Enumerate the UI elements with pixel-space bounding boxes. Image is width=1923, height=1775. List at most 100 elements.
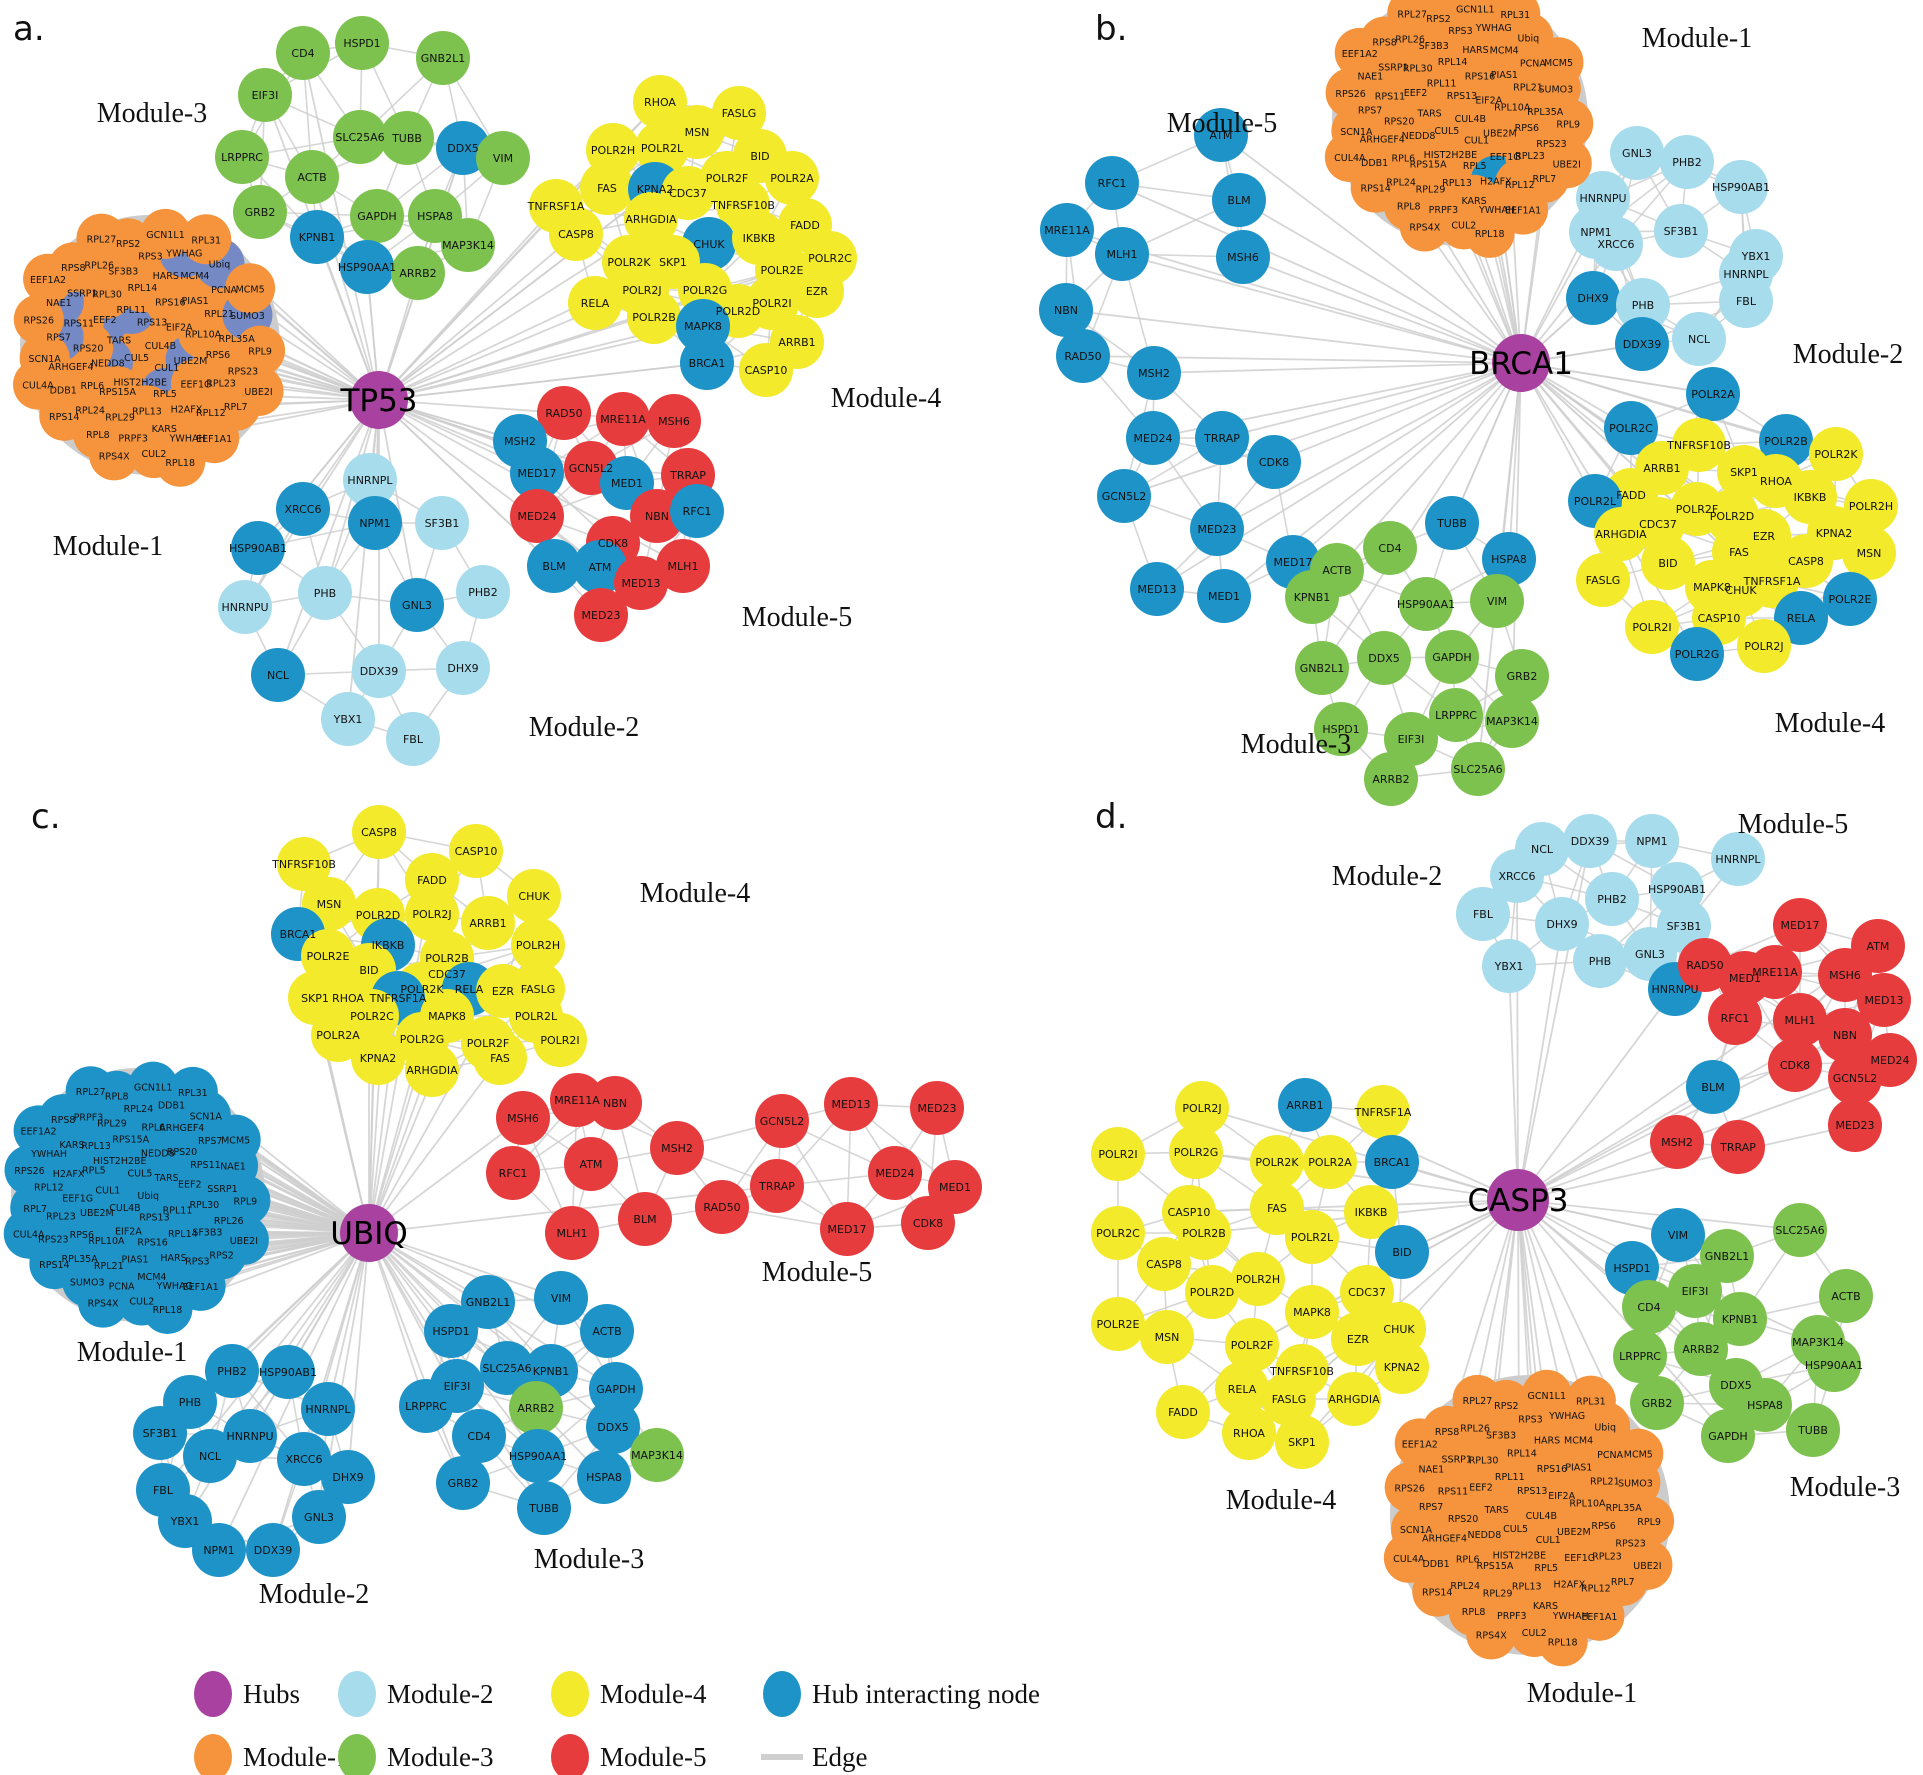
- node-label-eef2: EEF2: [1469, 1483, 1493, 1494]
- node-ezr: [790, 264, 844, 318]
- node-label-cdk8: CDK8: [913, 1217, 943, 1230]
- node-label-polr2i: POLR2I: [540, 1034, 579, 1047]
- node-label-cul2: CUL2: [129, 1296, 154, 1307]
- node-label-hspa8: HSPA8: [417, 210, 453, 223]
- node-phb2: [456, 565, 510, 619]
- node-label-arrb2: ARRB2: [399, 267, 436, 280]
- node-label-nae1: NAE1: [220, 1162, 246, 1173]
- node-label-ddx39: DDX39: [1571, 835, 1609, 848]
- node-label-med23: MED23: [1198, 523, 1237, 536]
- node-label-chuk: CHUK: [693, 238, 725, 251]
- node-grb2: [1630, 1376, 1684, 1430]
- node-label-med1: MED1: [939, 1181, 971, 1194]
- node-label-rpl9: RPL9: [234, 1196, 258, 1207]
- node-label-arrb1: ARRB1: [778, 336, 815, 349]
- node-label-mre11a: MRE11A: [554, 1094, 600, 1107]
- node-label-cul4a: CUL4A: [22, 381, 54, 392]
- node-sf3b1: [415, 496, 469, 550]
- node-label-rfc1: RFC1: [1721, 1012, 1750, 1025]
- node-ddx5: [586, 1400, 640, 1454]
- node-grb2: [1495, 649, 1549, 703]
- node-label-kpnb1: KPNB1: [1722, 1313, 1759, 1326]
- node-label-rpl12: RPL12: [196, 408, 226, 419]
- node-label-rpl26: RPL26: [84, 260, 114, 271]
- node-label-rps20: RPS20: [1448, 1514, 1478, 1525]
- node-label-rpl13: RPL13: [1442, 178, 1472, 189]
- node-ybx1: [321, 692, 375, 746]
- node-blm: [618, 1192, 672, 1246]
- node-label-map3k14: MAP3K14: [442, 239, 494, 252]
- node-label-gcn1l1: GCN1L1: [134, 1083, 172, 1094]
- node-rpl27: [1452, 1374, 1503, 1425]
- node-label-polr2l: POLR2L: [1291, 1231, 1334, 1244]
- node-label-hnrnpu: HNRNPU: [1579, 192, 1626, 205]
- edge: [1321, 362, 1522, 669]
- panel-letter-d: d.: [1095, 797, 1127, 837]
- node-label-rps23: RPS23: [38, 1234, 68, 1245]
- node-label-msh2: MSH2: [504, 435, 536, 448]
- edge: [368, 1057, 501, 1234]
- node-label-med13: MED13: [1138, 583, 1177, 596]
- node-ncl: [183, 1429, 237, 1483]
- node-label-rpl8: RPL8: [1462, 1607, 1486, 1618]
- module-label-module-5: Module-5: [762, 1257, 872, 1288]
- node-label-polr2a: POLR2A: [770, 172, 814, 185]
- node-label-casp8: CASP8: [361, 826, 397, 839]
- panel-c-labels: CASP8 CASP10 TNFRSF10B FADD CHUK MSN POLR2D POL…: [13, 797, 971, 1610]
- node-label-ywhag: YWHAG: [165, 248, 202, 259]
- node-label-rpl24: RPL24: [1386, 178, 1416, 189]
- node-label-rps11: RPS11: [64, 318, 94, 329]
- node-label-actb: ACTB: [297, 171, 326, 184]
- node-label-nbn: NBN: [645, 510, 669, 523]
- node-label-rps23: RPS23: [228, 366, 258, 377]
- node-label-rpl35a: RPL35A: [218, 334, 255, 345]
- node-label-rpl18: RPL18: [165, 458, 195, 469]
- node-label-npm1: NPM1: [359, 517, 390, 530]
- node-rela: [1774, 591, 1828, 645]
- node-atm: [573, 540, 627, 594]
- node-label-rpl7: RPL7: [224, 402, 248, 413]
- node-label-arrb2: ARRB2: [517, 1402, 554, 1415]
- node-fas: [473, 1031, 527, 1085]
- node-label-rps2: RPS2: [209, 1250, 233, 1261]
- node-label-polr2a: POLR2A: [1308, 1156, 1352, 1169]
- node-fadd: [1156, 1385, 1210, 1439]
- node-label-eif3i: EIF3I: [1682, 1285, 1709, 1298]
- node-tubb: [1786, 1403, 1840, 1457]
- node-rfc1: [486, 1146, 540, 1200]
- node-label-eef1a2: EEF1A2: [30, 275, 66, 286]
- panel-c-nodes: [3, 805, 982, 1577]
- node-polr2k: [1250, 1135, 1304, 1189]
- node-label-fbl: FBL: [1473, 908, 1494, 921]
- panel-d-nodes: [1091, 814, 1917, 1667]
- node-label-polr2c: POLR2C: [808, 252, 852, 265]
- node-label-atm: ATM: [580, 1158, 603, 1171]
- node-label-msn: MSN: [317, 898, 342, 911]
- node-label-hnrnpl: HNRNPL: [305, 1403, 351, 1416]
- node-med23: [1828, 1098, 1882, 1152]
- node-trrap: [1711, 1120, 1765, 1174]
- node-polr2f: [1225, 1318, 1279, 1372]
- node-label-arrb2: ARRB2: [1372, 773, 1409, 786]
- node-label-rps20: RPS20: [167, 1147, 197, 1158]
- node-label-cul2: CUL2: [1522, 1628, 1547, 1639]
- node-label-ddx39: DDX39: [254, 1544, 292, 1557]
- edge: [378, 399, 601, 568]
- node-med24: [868, 1146, 922, 1200]
- node-label-rpl9: RPL9: [248, 347, 272, 358]
- node-label-med17: MED17: [518, 467, 557, 480]
- node-label-sf3b1: SF3B1: [425, 517, 460, 530]
- node-label-cd4: CD4: [291, 47, 314, 60]
- node-label-hspd1: HSPD1: [432, 1325, 469, 1338]
- node-casp8: [1137, 1237, 1191, 1291]
- node-label-rhoa: RHOA: [332, 992, 364, 1005]
- node-label-dhx9: DHX9: [1577, 292, 1608, 305]
- node-rela: [1215, 1362, 1269, 1416]
- node-label-phb: PHB: [314, 587, 336, 600]
- node-tnfrsf1a: [1356, 1085, 1410, 1139]
- node-bid: [1641, 536, 1695, 590]
- node-label-rpl6: RPL6: [1392, 153, 1416, 164]
- node-rpl31: [1565, 1375, 1616, 1426]
- node-nbn: [1818, 1008, 1872, 1062]
